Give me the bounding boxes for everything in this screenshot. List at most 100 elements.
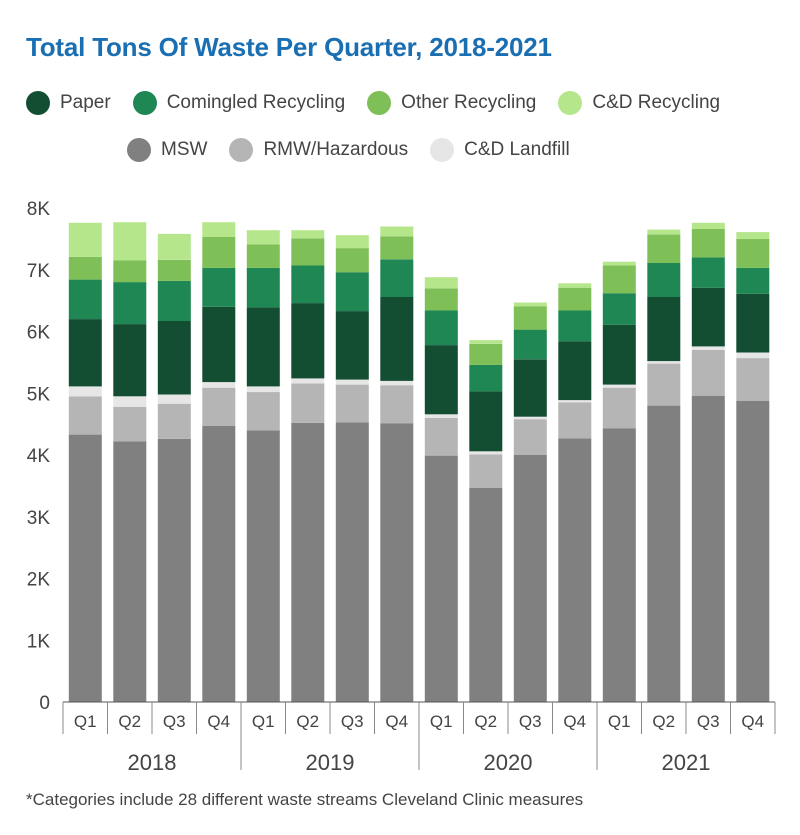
bar-segment-rmw-hazardous	[647, 363, 681, 406]
bar-segment-rmw-hazardous	[113, 406, 147, 442]
bar-segment-comingled-recycling	[202, 267, 236, 307]
x-tick-label: Q2	[652, 712, 675, 731]
bar-segment-other-recycling	[291, 238, 325, 266]
bar-segment-c-d-landfill	[691, 346, 725, 350]
bar-segment-c-d-recycling	[335, 235, 369, 249]
bar-segment-c-d-landfill	[291, 378, 325, 384]
x-tick-label: Q3	[519, 712, 542, 731]
bar-segment-paper	[202, 306, 236, 383]
bar-segment-c-d-landfill	[335, 379, 369, 385]
y-tick-label: 3K	[27, 508, 51, 529]
bar-segment-msw	[513, 455, 547, 702]
bar-segment-c-d-recycling	[691, 222, 725, 229]
bar-segment-rmw-hazardous	[602, 387, 636, 429]
x-tick-label: Q4	[563, 712, 586, 731]
bar-segment-comingled-recycling	[647, 263, 681, 297]
bar-segment-other-recycling	[335, 248, 369, 273]
bar-segment-msw	[157, 438, 191, 702]
legend-swatch	[26, 91, 50, 115]
bar-segment-other-recycling	[602, 265, 636, 294]
y-tick-label: 4K	[27, 446, 51, 467]
bar-segment-other-recycling	[113, 260, 147, 283]
legend-label: C&D Landfill	[464, 139, 570, 160]
bar-segment-msw	[291, 422, 325, 702]
bar-segment-comingled-recycling	[157, 280, 191, 321]
bar-segment-paper	[691, 287, 725, 347]
x-tick-label: Q3	[163, 712, 186, 731]
bar-segment-c-d-recycling	[113, 222, 147, 261]
bar-segment-paper	[736, 293, 770, 353]
bar-segment-msw	[380, 423, 414, 702]
bar-segment-c-d-recycling	[647, 229, 681, 235]
legend-label: Other Recycling	[401, 92, 537, 113]
bar-segment-rmw-hazardous	[68, 396, 102, 435]
legend-swatch	[127, 138, 151, 162]
year-label: 2021	[662, 750, 711, 775]
bar-segment-rmw-hazardous	[380, 385, 414, 424]
bar-segment-comingled-recycling	[380, 259, 414, 297]
legend-swatch	[229, 138, 254, 162]
bar-segment-c-d-recycling	[68, 222, 102, 257]
bar-segment-c-d-recycling	[736, 232, 770, 239]
bar-segment-rmw-hazardous	[736, 358, 770, 401]
stacked-bar-chart: 0 1K 2K 3K 4K 5K 6K 7K 8K Q1 Q2 Q3 Q4 Q1 Q2 Q3 Q4 Q1 Q2 Q3 Q…	[27, 199, 776, 775]
x-tick-label: Q4	[741, 712, 764, 731]
bar-segment-msw	[424, 455, 458, 702]
bar-segment-c-d-landfill	[68, 386, 102, 397]
bar-segment-c-d-recycling	[246, 230, 280, 245]
bar-segment-c-d-recycling	[424, 277, 458, 289]
bar-segment-paper	[558, 341, 592, 401]
bar-segment-comingled-recycling	[68, 279, 102, 320]
x-tick-label: Q1	[430, 712, 453, 731]
bar-segment-other-recycling	[202, 237, 236, 268]
bar-segment-other-recycling	[157, 259, 191, 281]
bar-segment-other-recycling	[691, 229, 725, 258]
bar-segment-c-d-landfill	[424, 414, 458, 418]
legend-swatch	[132, 91, 157, 115]
y-tick-label: 8K	[27, 199, 51, 220]
bar-segment-paper	[291, 303, 325, 379]
bar-segment-c-d-recycling	[157, 233, 191, 260]
bar-segment-comingled-recycling	[469, 364, 503, 392]
bar-segment-other-recycling	[469, 343, 503, 365]
bar-segment-rmw-hazardous	[157, 403, 191, 439]
bar-segment-rmw-hazardous	[424, 418, 458, 456]
legend-row-2: MSW RMW/Hazardous C&D Landfill	[127, 138, 570, 162]
x-tick-label: Q2	[474, 712, 497, 731]
y-tick-label: 5K	[27, 384, 51, 405]
bar-segment-paper	[513, 359, 547, 417]
bar-segment-c-d-landfill	[246, 386, 280, 393]
x-tick-label: Q4	[207, 712, 230, 731]
bar-segment-msw	[113, 441, 147, 702]
legend-row-1: Paper Comingled Recycling Other Recycling C…	[26, 91, 720, 115]
bar-segment-msw	[469, 487, 503, 702]
bar-segment-rmw-hazardous	[291, 383, 325, 423]
year-label: 2020	[484, 750, 533, 775]
bar-segment-paper	[157, 321, 191, 395]
bar-segment-paper	[246, 307, 280, 387]
bar-segment-msw	[335, 422, 369, 702]
legend-swatch	[558, 91, 583, 115]
y-tick-label: 0	[39, 693, 50, 714]
legend-item-c-d-recycling: C&D Recycling	[558, 91, 720, 115]
footnote: *Categories include 28 different waste s…	[26, 790, 584, 809]
bar-segment-other-recycling	[380, 236, 414, 260]
bar-segment-other-recycling	[424, 288, 458, 311]
bar-segment-comingled-recycling	[513, 329, 547, 360]
bar-segment-c-d-landfill	[469, 451, 503, 455]
bar-segment-comingled-recycling	[736, 267, 770, 294]
bar-segment-other-recycling	[513, 306, 547, 330]
legend-item-other-recycling: Other Recycling	[367, 91, 536, 115]
bar-segment-rmw-hazardous	[691, 350, 725, 396]
bar-segment-msw	[68, 434, 102, 702]
x-tick-label: Q1	[252, 712, 275, 731]
legend-item-c-d-landfill: C&D Landfill	[430, 138, 570, 162]
legend-item-paper: Paper	[26, 91, 111, 115]
bar-segment-c-d-landfill	[202, 382, 236, 388]
bar-segment-rmw-hazardous	[202, 387, 236, 426]
legend-label: MSW	[161, 139, 208, 160]
bar-segment-c-d-recycling	[469, 340, 503, 344]
x-tick-label: Q1	[608, 712, 631, 731]
bar-segment-other-recycling	[68, 256, 102, 280]
bar-segment-other-recycling	[558, 287, 592, 311]
